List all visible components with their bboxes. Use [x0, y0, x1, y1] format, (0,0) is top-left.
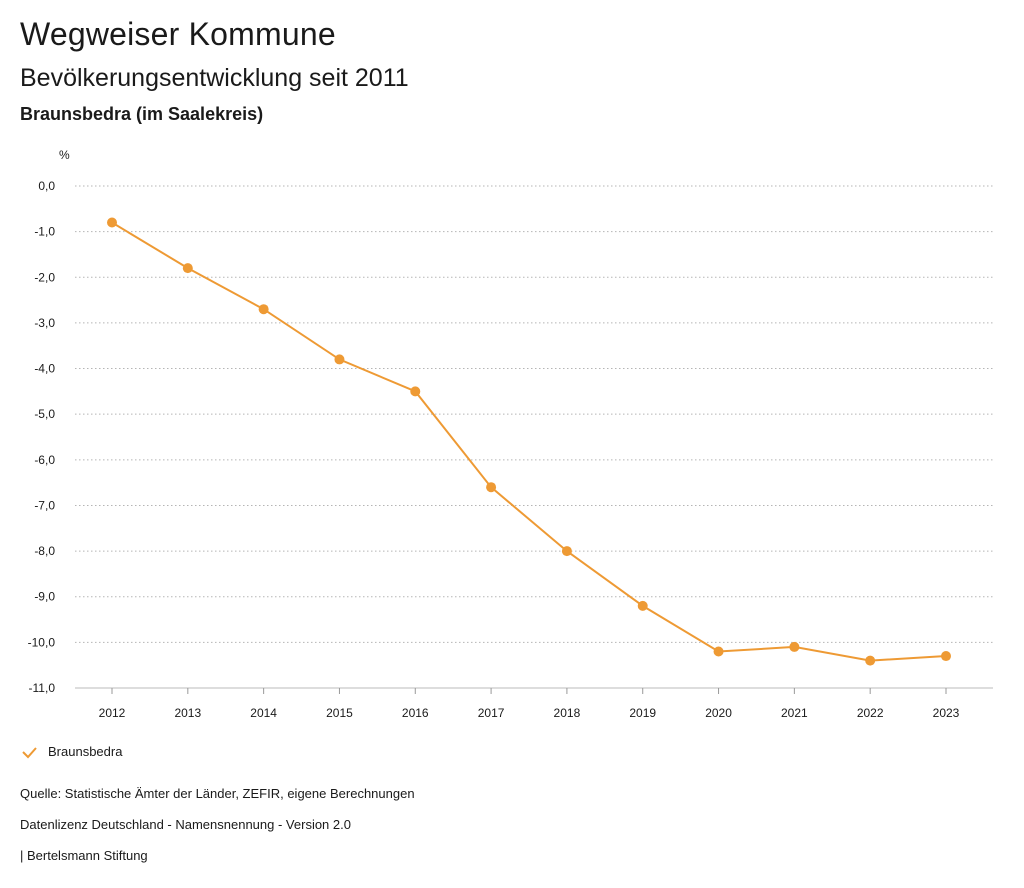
- y-tick-label: 0,0: [38, 179, 55, 193]
- x-tick-label: 2019: [629, 706, 656, 720]
- region-label: Braunsbedra (im Saalekreis): [20, 104, 264, 124]
- data-point: [182, 263, 193, 274]
- x-tick-label: 2016: [402, 706, 429, 720]
- data-point: [107, 217, 117, 228]
- x-tick-label: 2022: [857, 706, 884, 720]
- y-tick-label: -6,0: [34, 453, 55, 467]
- y-tick-label: -7,0: [34, 498, 55, 512]
- data-point: [941, 651, 951, 662]
- data-point: [637, 600, 648, 611]
- x-tick-label: 2012: [99, 706, 126, 720]
- y-tick-label: -5,0: [34, 407, 55, 421]
- chart-subtitle: Bevölkerungsentwicklung seit 2011: [20, 64, 409, 92]
- x-tick-label: 2018: [554, 706, 581, 720]
- data-point: [486, 482, 497, 493]
- data-point: [865, 655, 876, 666]
- x-tick-label: 2020: [705, 706, 732, 720]
- y-tick-label: -3,0: [34, 316, 55, 330]
- legend-label: Braunsbedra: [48, 744, 123, 759]
- data-point: [789, 641, 800, 652]
- legend-check-icon: [22, 746, 37, 758]
- source-text: Quelle: Statistische Ämter der Länder, Z…: [20, 786, 415, 801]
- data-point: [561, 546, 572, 557]
- legend[interactable]: Braunsbedra: [20, 744, 122, 759]
- y-tick-label: -10,0: [28, 635, 56, 649]
- series-line: [111, 221, 947, 662]
- y-tick-label: -1,0: [34, 225, 55, 239]
- line-chart: % 0,0 -1,0 -2,0 -3,0 -4,0 -5,0 -6,0 -7,0 -8,0 -9,0…: [28, 148, 993, 720]
- data-point: [410, 386, 421, 397]
- license-text: Datenlizenz Deutschland - Namensnennung …: [20, 817, 351, 832]
- data-point: [258, 304, 269, 315]
- y-tick-label: -8,0: [34, 544, 55, 558]
- x-tick-label: 2017: [478, 706, 505, 720]
- y-tick-label: -4,0: [34, 362, 55, 376]
- x-tick-label: 2013: [174, 706, 201, 720]
- y-tick-label: -9,0: [34, 590, 55, 604]
- data-point: [334, 354, 345, 365]
- data-point: [713, 646, 724, 657]
- x-tick-label: 2021: [781, 706, 808, 720]
- x-tick-label: 2014: [250, 706, 277, 720]
- publisher-text: | Bertelsmann Stiftung: [20, 848, 148, 863]
- x-tick-label: 2015: [326, 706, 353, 720]
- y-tick-label: -11,0: [29, 681, 56, 695]
- y-axis-unit: %: [59, 148, 70, 162]
- chart-title: Wegweiser Kommune: [20, 16, 336, 52]
- y-tick-label: -2,0: [34, 270, 55, 284]
- x-tick-label: 2023: [933, 706, 960, 720]
